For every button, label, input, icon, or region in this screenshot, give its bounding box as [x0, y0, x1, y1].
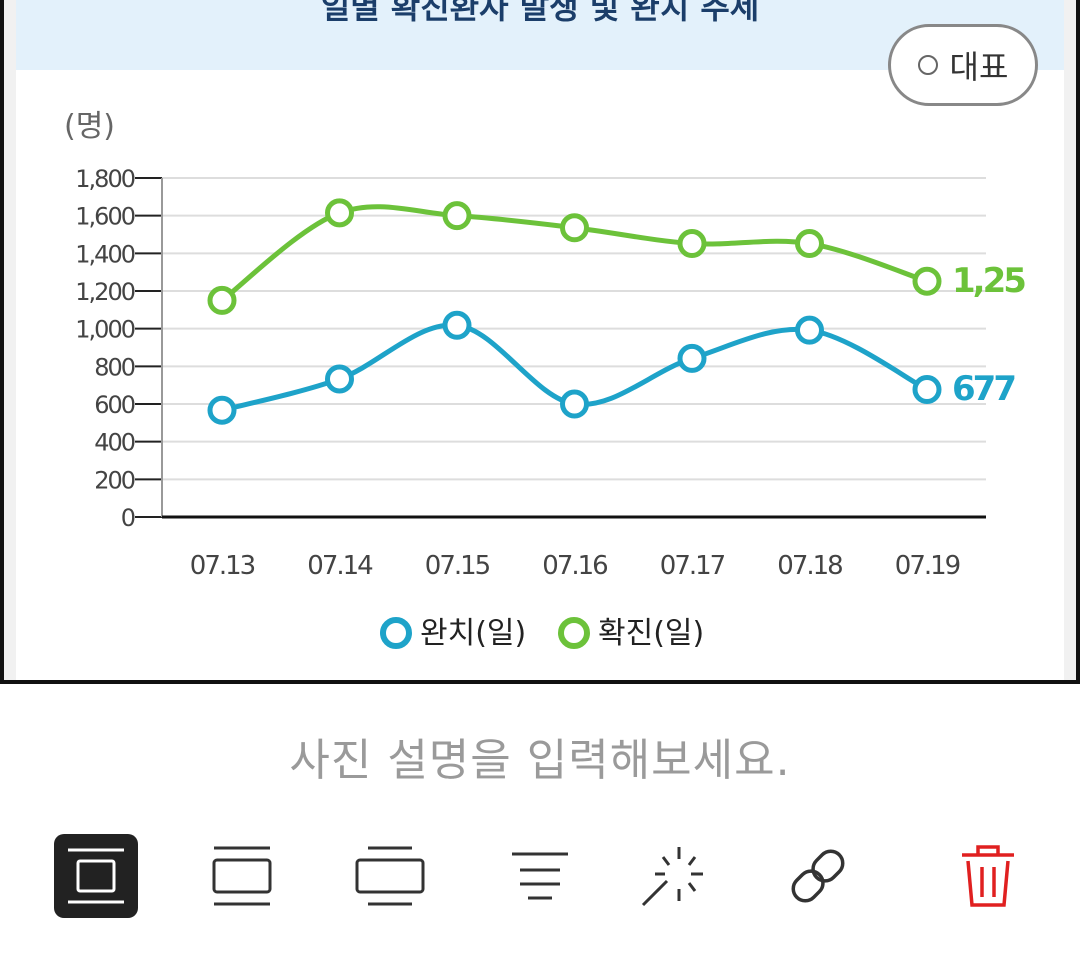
y-unit-label: (명) — [64, 109, 115, 144]
align-wide-button[interactable] — [200, 834, 284, 918]
link-icon — [791, 849, 845, 903]
y-tick-label: 400 — [94, 429, 135, 457]
align-normal-button[interactable] — [348, 834, 432, 918]
line-chart: (명) 1,800 1,600 1,400 1,200 1,000 800 600 400 200… — [64, 109, 1028, 651]
text-center-icon — [512, 852, 568, 900]
x-tick-label: 07.19 — [895, 551, 960, 581]
image-border-right — [1076, 0, 1080, 684]
y-tick-label: 1,800 — [75, 165, 134, 193]
chart-image[interactable]: 일별 확진환자 발생 및 완치 추세 (명) 1,800 1,600 1,400 1,2… — [0, 0, 1080, 684]
y-tick-label: 1,400 — [75, 240, 134, 268]
series-1-point — [795, 315, 824, 345]
series-1-point — [442, 310, 472, 340]
align-wide-icon — [212, 846, 272, 906]
chart-title: 일별 확진환자 발생 및 완치 추세 — [320, 0, 760, 26]
caption-input[interactable]: 사진 설명을 입력해보세요. — [289, 735, 791, 786]
y-tick-label: 800 — [94, 353, 135, 381]
image-right-margin — [1064, 0, 1076, 680]
y-tick-label: 0 — [121, 504, 135, 532]
representative-toggle[interactable]: 대표 — [888, 24, 1038, 106]
text-center-button[interactable] — [498, 834, 582, 918]
image-left-margin — [4, 0, 16, 680]
effect-button[interactable] — [630, 834, 714, 918]
radio-circle-icon — [917, 55, 938, 75]
delete-button[interactable] — [946, 834, 1030, 918]
x-tick-label: 07.13 — [190, 551, 255, 581]
series-1-point — [207, 395, 237, 425]
legend-label: 완치(일) — [420, 616, 526, 651]
y-tick-label: 200 — [94, 466, 135, 494]
series-2-point — [207, 285, 237, 315]
series-2-point — [325, 198, 354, 228]
align-normal-icon — [355, 846, 425, 906]
series-1-point — [560, 389, 589, 419]
x-tick-label: 07.16 — [542, 551, 607, 581]
series-1-end-label: 677 — [952, 369, 1014, 409]
x-tick-label: 07.15 — [425, 551, 490, 581]
x-tick-label: 07.17 — [660, 551, 725, 581]
y-tick-label: 1,200 — [75, 278, 134, 306]
y-tick-label: 1,000 — [75, 316, 134, 344]
series-1-point — [912, 374, 942, 404]
align-full-button[interactable] — [54, 834, 138, 918]
series-2-point — [912, 266, 942, 296]
x-tick-label: 07.14 — [307, 551, 373, 581]
magic-wand-icon — [641, 847, 703, 907]
series-2-end-label: 1,25 — [952, 261, 1025, 301]
series-2-point — [795, 229, 824, 259]
series-2-point — [442, 201, 472, 231]
legend-marker — [558, 617, 590, 649]
image-border-left — [0, 0, 4, 684]
series-2-point — [677, 229, 707, 259]
image-border-bottom — [0, 680, 1080, 684]
x-tick-label: 07.18 — [777, 551, 842, 581]
trash-icon — [962, 845, 1014, 907]
align-full-icon — [68, 848, 124, 904]
series-1-point — [325, 364, 354, 394]
y-tick-label: 600 — [94, 391, 135, 419]
series-2-point — [560, 213, 589, 243]
series-1-point — [677, 343, 707, 373]
legend-marker — [380, 617, 412, 649]
legend-label: 확진(일) — [598, 616, 704, 651]
y-tick-label: 1,600 — [75, 203, 134, 231]
link-button[interactable] — [776, 834, 860, 918]
representative-label: 대표 — [949, 48, 1009, 86]
